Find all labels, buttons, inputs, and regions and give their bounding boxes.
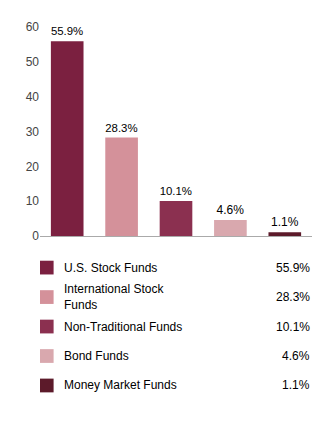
svg-text:10: 10 [26, 194, 40, 208]
svg-text:55.9%: 55.9% [51, 25, 83, 37]
svg-text:30: 30 [26, 125, 40, 139]
svg-text:Non-Traditional Funds: Non-Traditional Funds [64, 320, 182, 334]
svg-text:0: 0 [32, 229, 39, 243]
svg-text:1.1%: 1.1% [282, 378, 310, 392]
svg-text:Bond Funds: Bond Funds [64, 349, 129, 363]
svg-text:60: 60 [26, 20, 40, 34]
svg-text:40: 40 [26, 90, 40, 104]
svg-text:1.1%: 1.1% [271, 215, 299, 229]
svg-text:28.3%: 28.3% [105, 122, 137, 134]
svg-text:50: 50 [26, 55, 40, 69]
svg-text:55.9%: 55.9% [276, 261, 310, 275]
svg-text:U.S. Stock Funds: U.S. Stock Funds [64, 261, 157, 275]
svg-text:Money Market Funds: Money Market Funds [64, 378, 177, 392]
svg-text:4.6%: 4.6% [217, 203, 245, 217]
svg-text:10.1%: 10.1% [160, 185, 192, 197]
svg-text:4.6%: 4.6% [282, 349, 310, 363]
svg-text:International StockFunds: International StockFunds [64, 282, 164, 312]
svg-text:10.1%: 10.1% [276, 320, 310, 334]
svg-text:28.3%: 28.3% [276, 290, 310, 304]
svg-text:20: 20 [26, 160, 40, 174]
